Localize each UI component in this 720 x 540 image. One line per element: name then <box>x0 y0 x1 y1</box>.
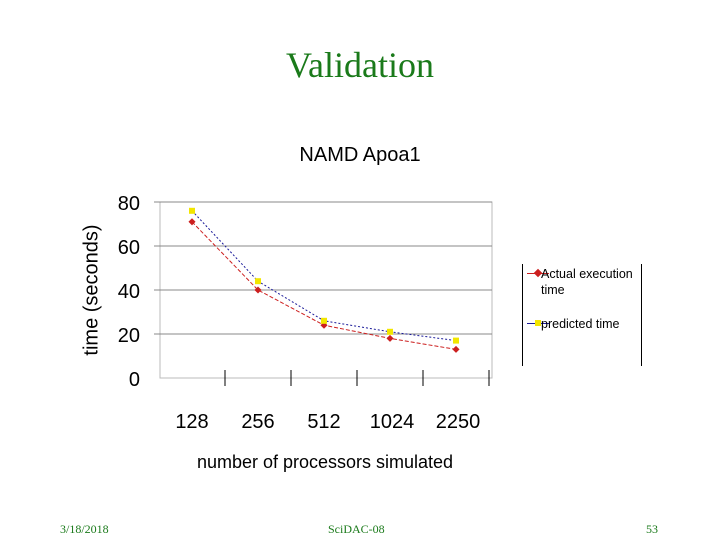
x-axis-label: number of processors simulated <box>196 452 454 472</box>
y-tick-label: 40 <box>118 281 140 303</box>
legend-label-predicted: predicted time <box>541 317 620 331</box>
chart-title: NAMD Apoa1 <box>299 144 421 166</box>
x-tick-label: 2250 <box>436 411 481 433</box>
data-point-actual <box>452 345 460 353</box>
chart-legend: Actual execution time predicted time <box>522 264 642 366</box>
y-tick-label: 0 <box>129 369 140 391</box>
data-point-predicted <box>453 337 459 344</box>
y-tick-label: 80 <box>118 193 140 215</box>
legend-label-actual: Actual execution time <box>541 267 633 297</box>
data-point-actual <box>254 286 262 294</box>
x-tick-label: 1024 <box>370 411 415 433</box>
y-tick-label: 20 <box>118 325 140 347</box>
x-tick-label: 512 <box>307 411 340 433</box>
x-tick-label: 256 <box>241 411 274 433</box>
y-tick-label: 60 <box>118 237 140 259</box>
data-point-actual <box>386 334 394 342</box>
data-point-predicted <box>387 328 393 335</box>
series-line-actual <box>191 221 457 350</box>
footer-page-number: 53 <box>646 522 658 536</box>
slide-title: Validation <box>286 45 434 85</box>
legend-marker-predicted <box>535 320 541 326</box>
data-point-predicted <box>189 207 195 214</box>
footer-date: 3/18/2018 <box>60 522 109 536</box>
data-point-actual <box>188 218 196 226</box>
data-point-predicted <box>321 317 327 324</box>
x-tick-label: 128 <box>175 411 208 433</box>
footer-center-text: SciDAC-08 <box>328 522 385 536</box>
data-point-predicted <box>255 278 261 285</box>
